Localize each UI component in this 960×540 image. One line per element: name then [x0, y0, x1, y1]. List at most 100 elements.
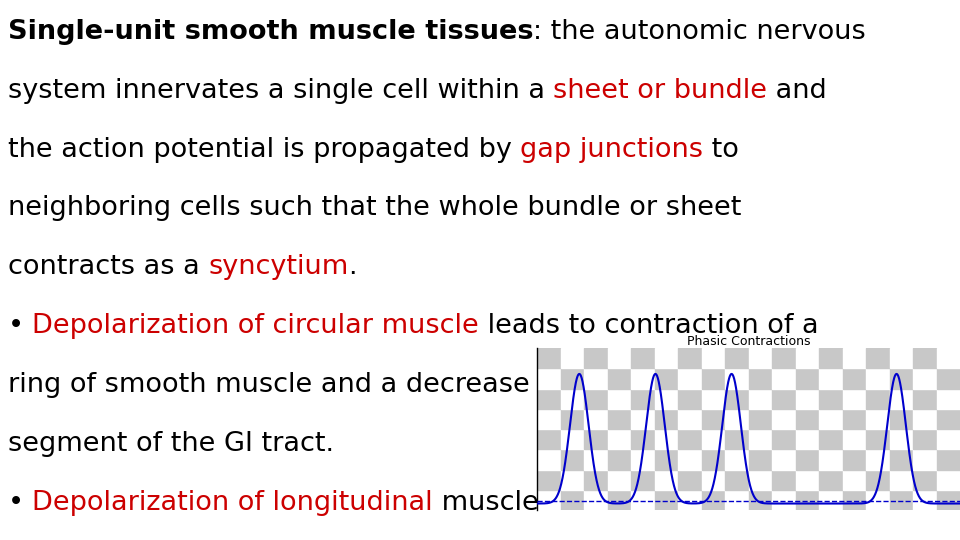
Bar	[866, 490, 890, 510]
Bar	[796, 348, 819, 368]
Bar	[913, 490, 937, 510]
Bar	[561, 469, 584, 490]
Bar	[843, 429, 866, 449]
Bar	[537, 449, 561, 469]
Bar	[725, 449, 749, 469]
Text: sheet or bundle: sheet or bundle	[553, 78, 767, 104]
Bar	[655, 449, 678, 469]
Bar	[890, 368, 913, 388]
Bar	[537, 490, 561, 510]
Bar	[890, 409, 913, 429]
Bar	[890, 388, 913, 409]
Bar	[702, 368, 725, 388]
Bar	[866, 429, 890, 449]
Bar	[843, 469, 866, 490]
Bar	[725, 388, 749, 409]
Bar	[608, 409, 631, 429]
Bar	[796, 409, 819, 429]
Bar	[890, 429, 913, 449]
Bar	[537, 469, 561, 490]
Bar	[937, 449, 960, 469]
Bar	[702, 449, 725, 469]
Bar	[561, 449, 584, 469]
Bar	[866, 409, 890, 429]
Bar	[561, 368, 584, 388]
Bar	[584, 469, 608, 490]
Text: and: and	[767, 78, 828, 104]
Bar	[631, 429, 655, 449]
Bar	[843, 409, 866, 429]
Bar	[796, 469, 819, 490]
Bar	[537, 409, 561, 429]
Bar	[937, 490, 960, 510]
Text: Depolarization of circular muscle: Depolarization of circular muscle	[33, 313, 479, 339]
Bar	[631, 388, 655, 409]
Bar	[772, 490, 796, 510]
Bar	[631, 348, 655, 368]
Bar	[655, 409, 678, 429]
Bar	[702, 490, 725, 510]
Bar	[890, 490, 913, 510]
Bar	[584, 490, 608, 510]
Bar	[678, 449, 702, 469]
Bar	[819, 368, 843, 388]
Bar	[913, 348, 937, 368]
Bar	[749, 368, 772, 388]
Bar	[608, 348, 631, 368]
Bar	[937, 388, 960, 409]
Text: leads to contraction of a: leads to contraction of a	[479, 313, 819, 339]
Bar	[584, 368, 608, 388]
Bar	[796, 449, 819, 469]
Bar	[843, 348, 866, 368]
Bar	[725, 490, 749, 510]
Bar	[608, 388, 631, 409]
Bar	[749, 388, 772, 409]
Bar	[749, 348, 772, 368]
Bar	[584, 429, 608, 449]
Bar	[655, 429, 678, 449]
Bar	[584, 348, 608, 368]
Bar	[772, 429, 796, 449]
Bar	[913, 368, 937, 388]
Bar	[725, 409, 749, 429]
Bar	[866, 388, 890, 409]
Title: Phasic Contractions: Phasic Contractions	[686, 335, 810, 348]
Bar	[937, 368, 960, 388]
Bar	[678, 490, 702, 510]
Bar	[866, 348, 890, 368]
Bar	[725, 469, 749, 490]
Text: .: .	[348, 254, 357, 280]
Bar	[561, 490, 584, 510]
Bar	[843, 388, 866, 409]
Bar	[655, 490, 678, 510]
Bar	[772, 469, 796, 490]
Bar	[913, 409, 937, 429]
Bar	[561, 409, 584, 429]
Bar	[819, 490, 843, 510]
Bar	[655, 469, 678, 490]
Text: syncytium: syncytium	[208, 254, 348, 280]
Bar	[796, 388, 819, 409]
Bar	[890, 449, 913, 469]
Bar	[561, 348, 584, 368]
Bar	[678, 409, 702, 429]
Text: •: •	[8, 490, 33, 516]
Bar	[702, 429, 725, 449]
Bar	[937, 348, 960, 368]
Bar	[655, 388, 678, 409]
Text: Depolarization of longitudinal: Depolarization of longitudinal	[33, 490, 433, 516]
Bar	[678, 469, 702, 490]
Bar	[537, 429, 561, 449]
Bar	[796, 368, 819, 388]
Bar	[537, 368, 561, 388]
Text: to: to	[703, 137, 739, 163]
Bar	[819, 388, 843, 409]
Text: : the autonomic nervous: : the autonomic nervous	[533, 19, 866, 45]
Bar	[655, 348, 678, 368]
Bar	[890, 348, 913, 368]
Text: segment of the GI tract.: segment of the GI tract.	[8, 431, 334, 457]
Bar	[749, 469, 772, 490]
Bar	[796, 490, 819, 510]
Bar	[819, 409, 843, 429]
Text: muscle leads to contraction: muscle leads to contraction	[433, 490, 819, 516]
